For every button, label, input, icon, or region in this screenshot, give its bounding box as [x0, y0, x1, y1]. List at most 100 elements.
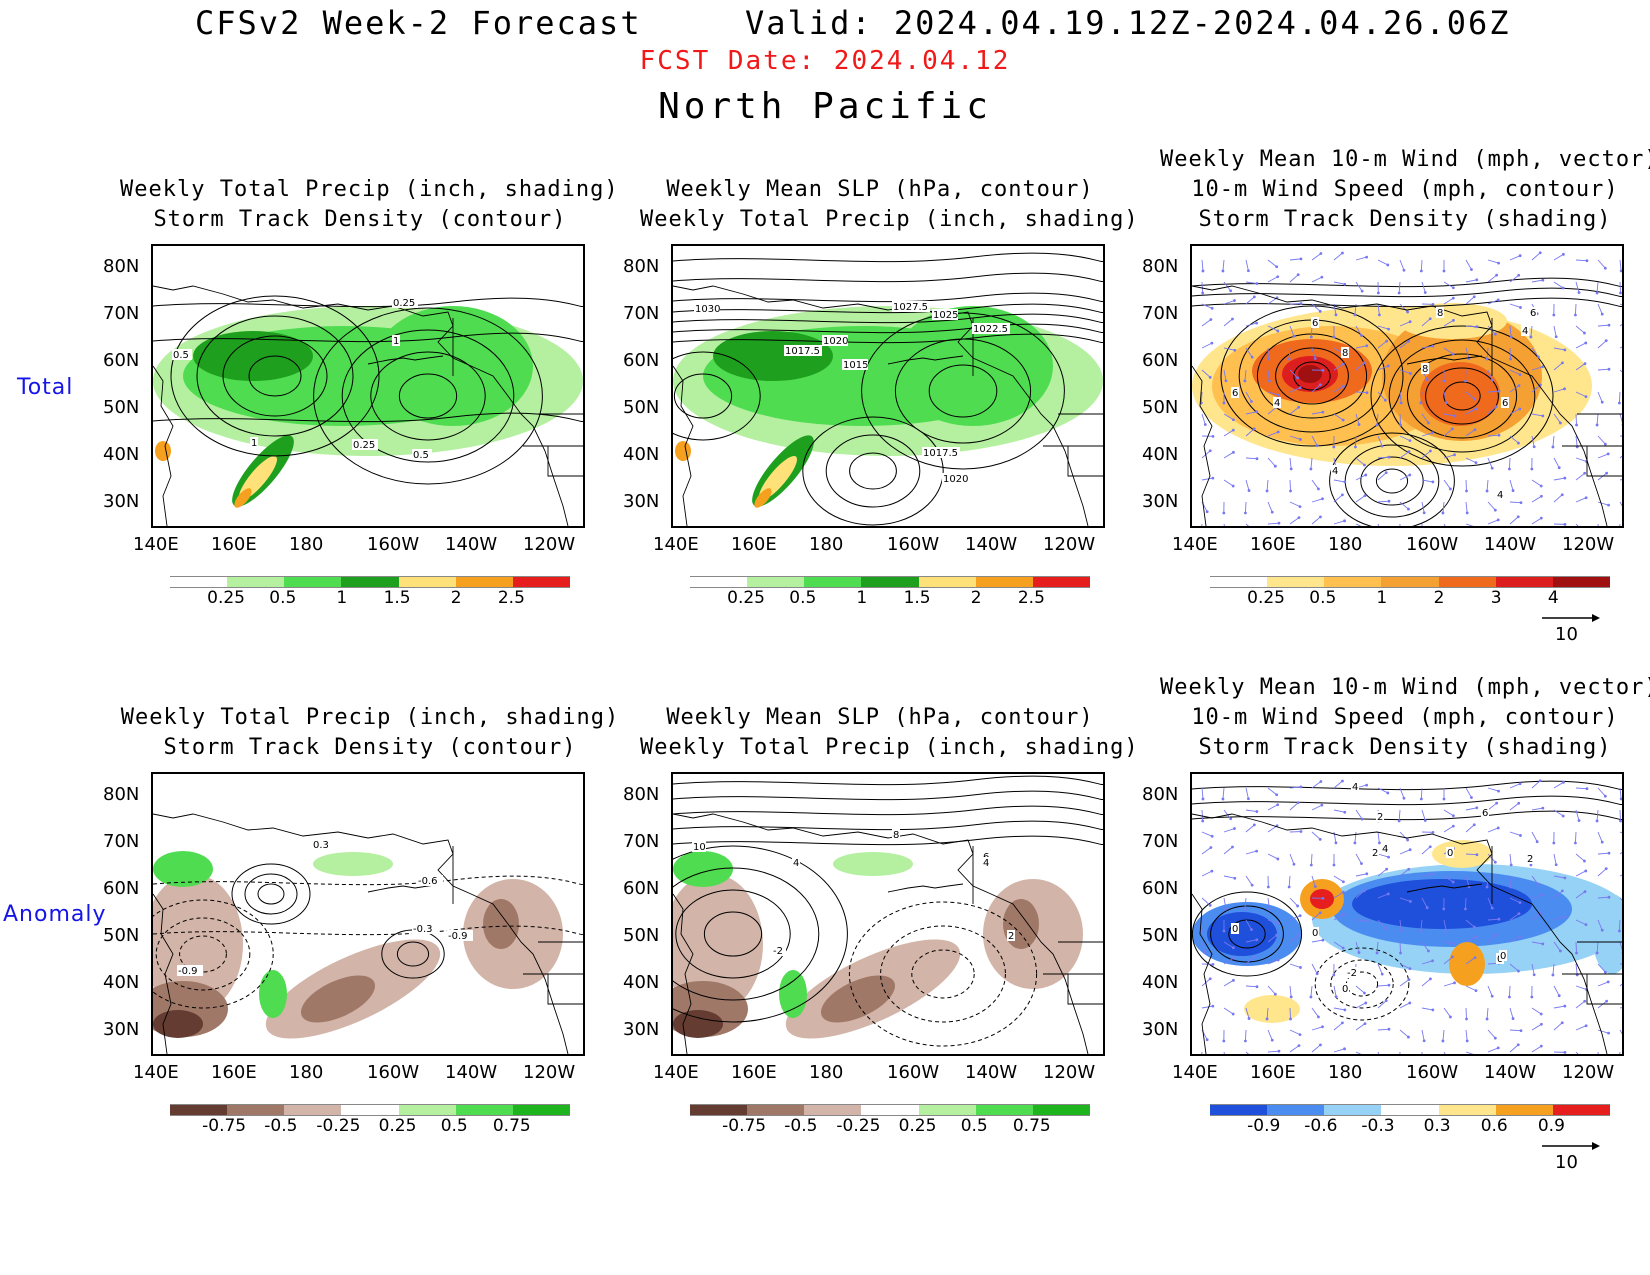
colorbar-label: -0.9: [1247, 1116, 1281, 1136]
slp-contour: [928, 364, 998, 418]
colorbar-swatch: [284, 1104, 342, 1116]
lat-tick-label: 70N: [1142, 303, 1179, 324]
wind-vector: [1245, 787, 1250, 801]
wind-vector: [1597, 435, 1607, 446]
wind-vector: [1267, 325, 1280, 333]
lon-tick-label: 120W: [1043, 1062, 1096, 1083]
wind-vector: [1465, 428, 1477, 437]
contour-label-bg: [447, 930, 473, 941]
wind-vector: [1465, 325, 1479, 329]
wind-vector: [1595, 941, 1599, 955]
colorbar-label: 2.5: [497, 588, 525, 608]
colorbar-swatch: [861, 1104, 919, 1116]
wind-vector: [1531, 963, 1536, 977]
slp-anomaly-contour: [673, 805, 1103, 816]
wind-vector: [1375, 941, 1379, 955]
wind-vector: [1377, 853, 1390, 859]
panel6-title-line2: 10-m Wind Speed (mph, contour): [1191, 705, 1619, 730]
wind-vector: [1267, 521, 1281, 525]
map-panel-anomaly-precip: 0.3 -0.6 -0.3 -0.9 -0.9: [151, 772, 585, 1056]
contour-label-bg: [1381, 843, 1389, 854]
wind-vector: [1421, 1029, 1426, 1043]
contour-label: -0.3: [413, 924, 433, 935]
wind-vector: [1355, 523, 1362, 526]
wind-vector: [1465, 278, 1479, 283]
wind-vector: [1487, 1029, 1497, 1040]
colorbar-label: 0.25: [207, 588, 245, 608]
wind-vector: [1531, 875, 1540, 887]
wind-vector: [1377, 787, 1390, 795]
lat-tick-label: 50N: [623, 397, 660, 418]
wind-vector: [1223, 809, 1233, 821]
wind-vector: [1245, 955, 1256, 965]
lon-tick-label: 180: [1328, 534, 1363, 555]
wind-vector: [1509, 479, 1515, 492]
colorbar-label: 0.5: [1309, 588, 1337, 608]
wind-vector: [1267, 1049, 1281, 1053]
wind-vector: [1487, 369, 1494, 382]
lon-tick-label: 140E: [1172, 534, 1218, 555]
lat-tick-label: 40N: [623, 972, 660, 993]
colorbar-label: 0.9: [1537, 1116, 1565, 1136]
border-path: [1043, 413, 1103, 477]
coastline-path: [673, 813, 1089, 1054]
contour-label-bg: [1501, 397, 1509, 408]
contour-label-bg: [1421, 363, 1429, 374]
lon-tick-label: 160W: [1406, 534, 1459, 555]
wind-vector: [1399, 848, 1412, 855]
wind-speed-contour: [1220, 305, 1404, 447]
contour-label: 4: [1497, 490, 1503, 501]
lat-tick-label: 50N: [623, 925, 660, 946]
lat-tick-label: 40N: [1142, 444, 1179, 465]
wind-vector: [1441, 1029, 1445, 1043]
wind-vector: [1575, 1051, 1579, 1054]
wind-vector: [1223, 897, 1228, 911]
slp-contour: [825, 434, 921, 508]
wind-vector: [1619, 455, 1622, 459]
lat-tick-label: 50N: [1142, 397, 1179, 418]
wind-vector: [1289, 1044, 1301, 1053]
wind-vector: [1442, 897, 1446, 911]
wind-vector: [1552, 303, 1556, 317]
storm-track-anomaly-contour: [179, 935, 227, 973]
wind-vector: [1399, 1029, 1410, 1039]
wind-vector: [1333, 519, 1346, 525]
wind-vector: [1619, 1029, 1622, 1035]
wind-vector: [1619, 963, 1622, 965]
wind-vector: [1377, 303, 1381, 317]
contour-label-bg: [1446, 847, 1454, 858]
contour-label: 0: [1232, 924, 1238, 935]
precip-anomaly-shading: [313, 852, 393, 876]
wind-vector: [1508, 985, 1511, 999]
wind-vector: [1575, 413, 1578, 427]
lon-tick-label: 140E: [133, 534, 179, 555]
wind-vector: [1399, 1051, 1401, 1054]
colorbar-label: -0.75: [722, 1116, 767, 1136]
wind-vector: [1377, 471, 1388, 481]
wind-vector: [1575, 496, 1588, 503]
wind-vector: [1377, 325, 1390, 331]
wind-vector: [1201, 413, 1207, 426]
wind-speed-contour: [1360, 456, 1424, 506]
contour-label: 1017.5: [923, 448, 958, 459]
wind-vector: [1377, 259, 1390, 267]
wind-vector: [1399, 501, 1410, 511]
wind-vector: [1223, 1007, 1235, 1016]
panel4-title-line2: Storm Track Density (contour): [163, 735, 577, 760]
border-path: [523, 413, 583, 477]
wind-vector: [1267, 1029, 1274, 1042]
lat-tick-label: 30N: [1142, 491, 1179, 512]
precip-anomaly-shading: [259, 970, 287, 1018]
wind-vector: [1597, 323, 1611, 327]
colorbar: [690, 1104, 1090, 1116]
wind-vector: [1619, 435, 1622, 437]
lat-tick-label: 70N: [103, 831, 140, 852]
colorbar-label: 1: [856, 588, 868, 608]
wind-vector: [1619, 897, 1622, 901]
colorbar-label: -0.75: [202, 1116, 247, 1136]
wind-vector: [1222, 501, 1226, 515]
contour-label-bg: [1311, 317, 1319, 328]
wind-vector: [1223, 428, 1235, 437]
wind-speed-contour: [1192, 297, 1622, 308]
colorbar-label: 1: [336, 588, 348, 608]
